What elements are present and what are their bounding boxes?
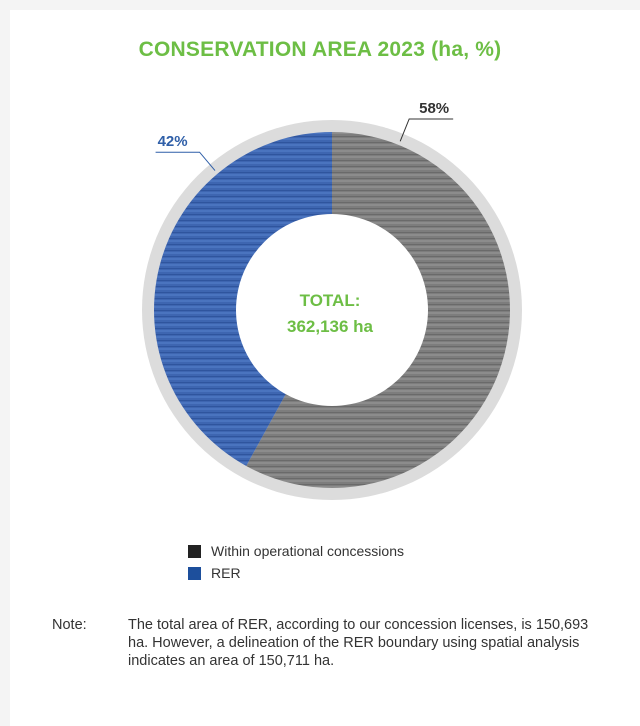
center-label-line2: 362,136 ha (286, 317, 373, 336)
center-label-line1: TOTAL: (299, 291, 361, 310)
footnote: Note: The total area of RER, according t… (52, 616, 592, 670)
footnote-text: The total area of RER, according to our … (128, 617, 589, 669)
data-label-rer-leader (155, 151, 216, 171)
data-label-concessions-leader (399, 118, 454, 142)
legend-item-rer: RER (188, 562, 404, 584)
legend-label-rer: RER (211, 565, 241, 581)
legend-swatch-concessions (188, 544, 201, 558)
data-label-rer: 42% (158, 133, 188, 150)
donut-hole (236, 214, 428, 406)
legend-label-concessions: Within operational concessions (211, 543, 404, 559)
footnote-label: Note: (52, 617, 87, 633)
chart-title: CONSERVATION AREA 2023 (ha, %) (138, 38, 502, 61)
legend-item-concessions: Within operational concessions (188, 540, 404, 562)
legend-swatch-rer (188, 566, 201, 580)
legend: Within operational concessions RER (188, 540, 404, 584)
data-label-concessions: 58% (419, 100, 449, 117)
center-label: TOTAL: 362,136 ha (230, 288, 430, 340)
